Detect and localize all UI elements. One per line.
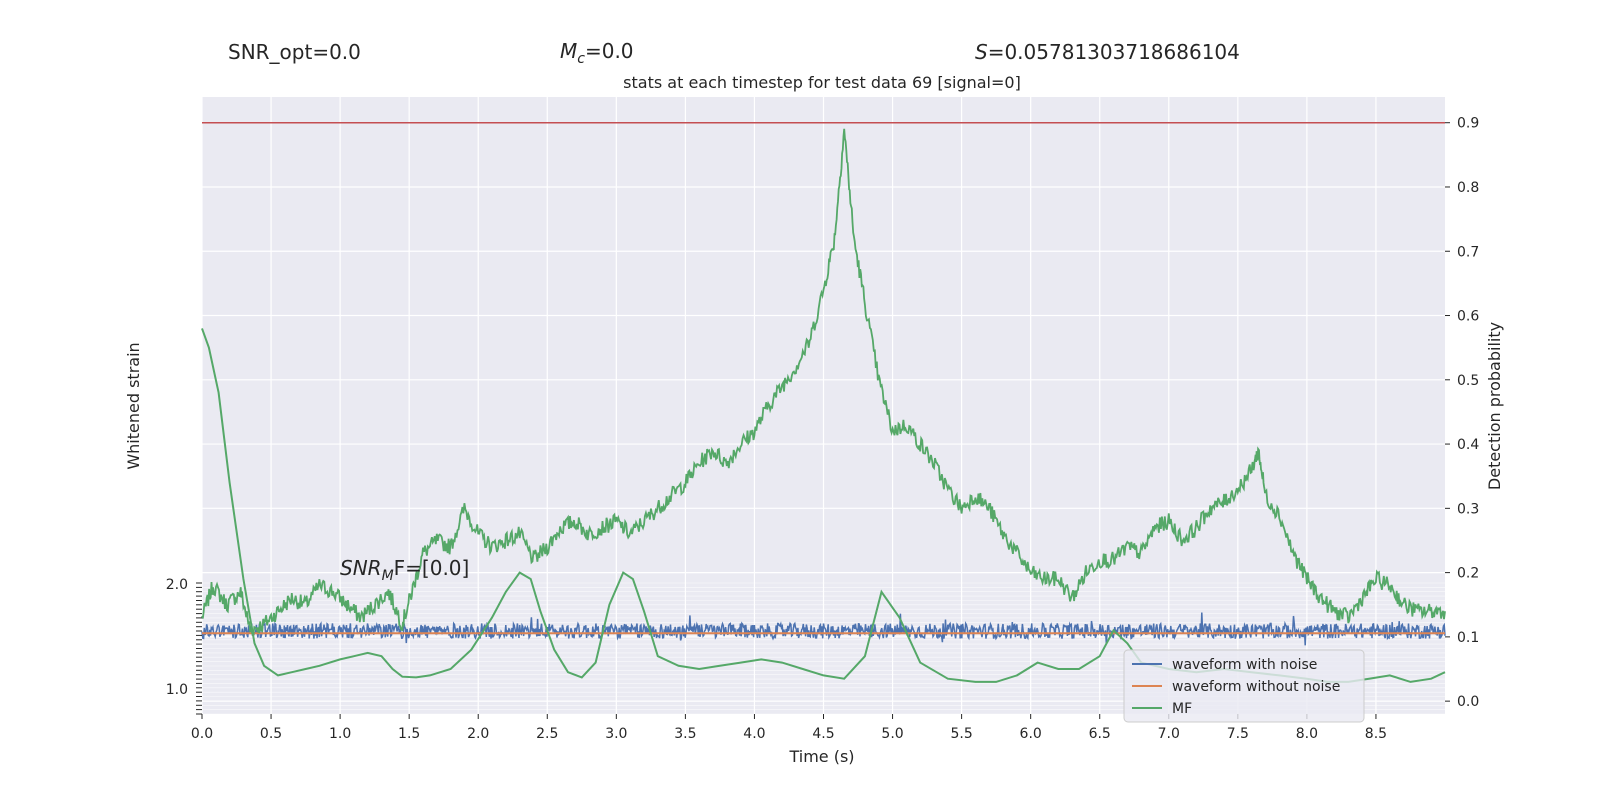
snr-mf-annotation: SNRMF=[0.0]: [340, 556, 469, 584]
y-right-tick-label: 0.5: [1457, 373, 1479, 389]
x-axis-label: Time (s): [788, 747, 854, 766]
snr-mf-subscript: M: [382, 568, 394, 584]
x-tick-label: 3.5: [674, 726, 696, 742]
left-y-axis-label: Whitened strain: [124, 342, 143, 469]
series-waveform-with-noise: [201, 612, 1446, 646]
x-tick-label: 0.5: [260, 726, 282, 742]
chirp-mass-symbol: M: [560, 39, 577, 63]
legend-label-waveform-without-noise: waveform without noise: [1172, 679, 1340, 695]
y-right-tick-label: 0.0: [1457, 694, 1479, 710]
y-right-tick-label: 0.6: [1457, 309, 1479, 325]
x-tick-label: 1.0: [329, 726, 351, 742]
y-right-tick-label: 0.8: [1457, 180, 1479, 196]
right-y-axis-ticks: 0.0 0.1 0.2 0.3 0.4 0.5 0.6 0.7 0.8 0.9: [1445, 116, 1479, 710]
snr-opt-label: SNR_opt=0.0: [228, 40, 361, 64]
x-axis-ticks: 0.0 0.5 1.0 1.5 2.0 2.5 3.0 3.5 4.0 4.5 5.0 5.5 6.0 6…: [191, 714, 1387, 742]
series-detection-probability: [201, 128, 1446, 639]
y-right-tick-label: 0.4: [1457, 437, 1479, 453]
x-tick-label: 7.0: [1158, 726, 1180, 742]
x-tick-label: 8.0: [1296, 726, 1318, 742]
x-tick-label: 0.0: [191, 726, 213, 742]
y-right-tick-label: 0.2: [1457, 566, 1479, 582]
x-tick-label: 1.5: [398, 726, 420, 742]
legend-label-waveform-with-noise: waveform with noise: [1172, 657, 1317, 673]
y-left-tick-label: 1.0: [166, 682, 188, 698]
s-stat-value: =0.05781303718686104: [988, 40, 1240, 64]
x-tick-label: 5.0: [881, 726, 903, 742]
legend: waveform with noise waveform without noi…: [1123, 649, 1365, 723]
legend-box: [1123, 649, 1365, 723]
y-left-tick-label: 2.0: [166, 577, 188, 593]
y-right-tick-label: 0.7: [1457, 244, 1479, 260]
s-stat-label: S=0.05781303718686104: [975, 40, 1240, 64]
x-tick-label: 4.5: [812, 726, 834, 742]
y-right-tick-label: 0.1: [1457, 630, 1479, 646]
x-tick-label: 3.0: [605, 726, 627, 742]
chirp-mass-subscript: c: [577, 51, 585, 67]
x-tick-label: 8.5: [1365, 726, 1387, 742]
snr-mf-base: SNR: [340, 556, 382, 580]
chirp-mass-label: Mc=0.0: [560, 39, 634, 67]
x-tick-label: 2.5: [536, 726, 558, 742]
s-stat-symbol: S: [975, 40, 988, 64]
y-right-tick-label: 0.9: [1457, 116, 1479, 132]
chart-title: stats at each timestep for test data 69 …: [623, 73, 1021, 92]
right-y-axis-label: Detection probability: [1485, 322, 1504, 490]
legend-label-mf: MF: [1172, 701, 1192, 717]
x-tick-label: 7.5: [1227, 726, 1249, 742]
snr-mf-rest: F=[0.0]: [394, 556, 470, 580]
x-tick-label: 5.5: [950, 726, 972, 742]
x-tick-label: 6.5: [1089, 726, 1111, 742]
x-tick-label: 6.0: [1020, 726, 1042, 742]
x-tick-label: 2.0: [467, 726, 489, 742]
x-tick-label: 4.0: [743, 726, 765, 742]
left-y-axis-ticks: 2.0 1.0: [166, 577, 202, 715]
y-right-tick-label: 0.3: [1457, 501, 1479, 517]
chirp-mass-value: =0.0: [585, 39, 634, 63]
